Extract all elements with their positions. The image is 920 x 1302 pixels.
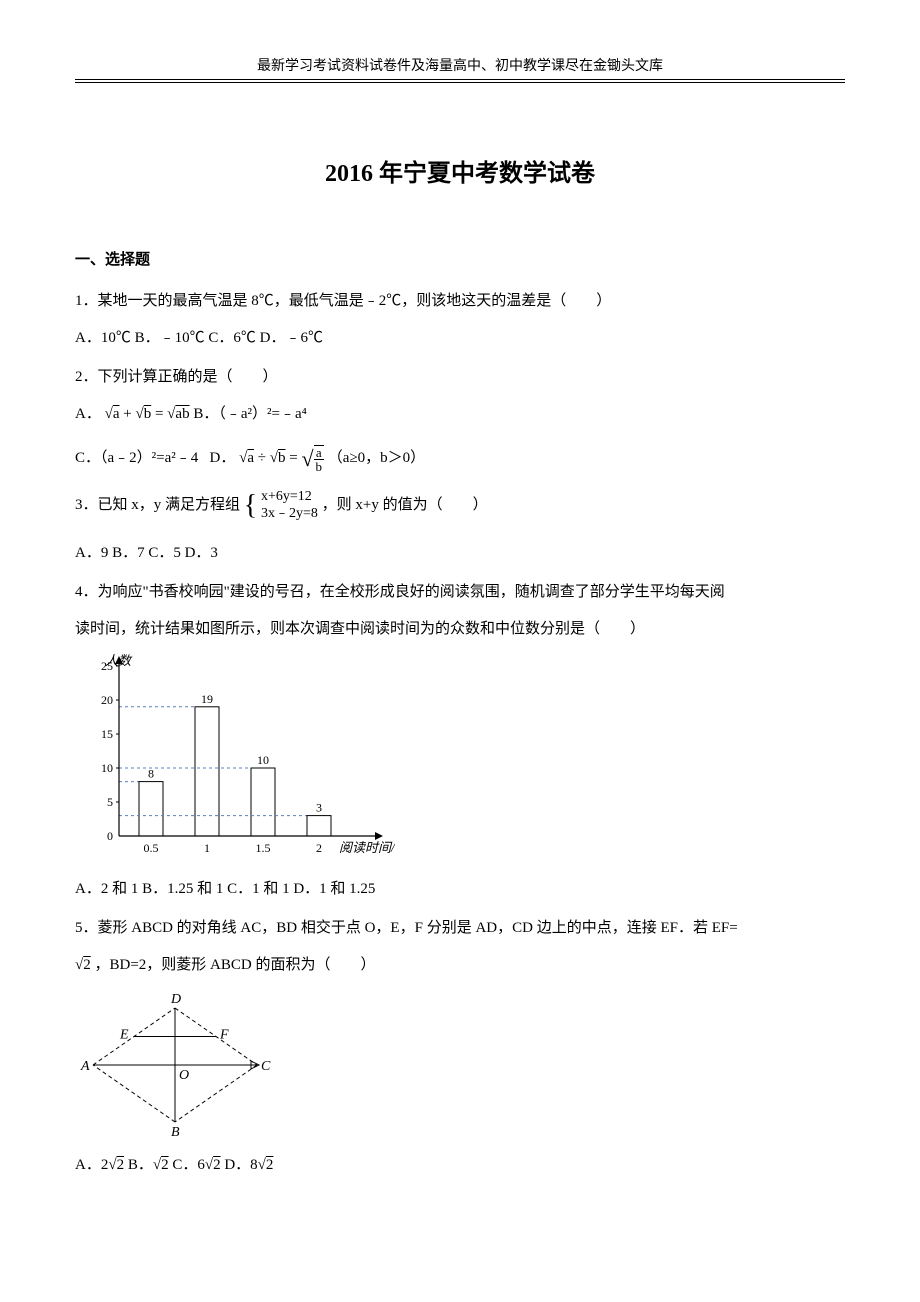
q1-options: A．10℃ B．﹣10℃ C．6℃ D．﹣6℃ <box>75 322 845 355</box>
sqrt-icon: √ <box>270 450 278 466</box>
q5-options: A．2√2 B．√2 C．6√2 D．8√2 <box>75 1149 845 1182</box>
header-rule-2 <box>75 82 845 83</box>
svg-text:E: E <box>119 1027 129 1042</box>
q2-a-rad1: a <box>113 406 120 422</box>
rhombus-svg: A C D B E F O <box>75 990 275 1140</box>
q5-d-sqrt: 2 <box>266 1157 274 1173</box>
question-4: 4．为响应"书香校响园"建设的号召，在全校形成良好的阅读氛围，随机调查了部分学生… <box>75 576 845 646</box>
svg-text:0.5: 0.5 <box>144 841 159 855</box>
q5-line2-post: ，BD=2，则菱形 ABCD 的面积为（ ） <box>94 957 375 973</box>
q2-d-rad1: a <box>247 450 254 466</box>
svg-text:25: 25 <box>101 659 113 673</box>
q3-pre: 3．已知 x，y 满足方程组 <box>75 498 240 514</box>
q4-line2: 读时间，统计结果如图所示，则本次调查中阅读时间为的众数和中位数分别是（ ） <box>75 613 845 646</box>
q3-options: A．9 B．7 C．5 D．3 <box>75 537 845 570</box>
bar-chart: 人数051015202580.5191101.532阅读时间/小时 <box>75 652 845 867</box>
svg-text:C: C <box>261 1059 271 1074</box>
q5-line2: √2 ，BD=2，则菱形 ABCD 的面积为（ ） <box>75 949 845 982</box>
q2-line-ab: A． √a + √b = √ab B．（﹣a²）²=﹣a⁴ <box>75 398 845 431</box>
q3-eq2: 3x﹣2y=8 <box>261 506 318 523</box>
svg-text:A: A <box>80 1059 90 1074</box>
q5-sqrt: 2 <box>83 957 91 973</box>
svg-text:O: O <box>179 1068 189 1083</box>
svg-text:10: 10 <box>101 761 113 775</box>
svg-text:19: 19 <box>201 692 213 706</box>
q2-a-rad2: b <box>144 406 152 422</box>
q3-eq1: x+6y=12 <box>261 489 318 506</box>
q2-opt-a-pre: A． <box>75 406 101 422</box>
q1-opt-d: D．﹣6℃ <box>260 330 323 346</box>
q5-c-pre: C．6 <box>172 1157 205 1173</box>
header-rule-1 <box>75 79 845 80</box>
svg-text:D: D <box>170 992 181 1007</box>
brace-icon: { <box>244 492 257 520</box>
q4-line1: 4．为响应"书香校响园"建设的号召，在全校形成良好的阅读氛围，随机调查了部分学生… <box>75 576 845 609</box>
q2-d-cond: （a≥0，b＞0） <box>328 450 425 466</box>
sqrt-icon: √ <box>153 1157 161 1173</box>
question-1: 1．某地一天的最高气温是 8℃，最低气温是﹣2℃，则该地这天的温差是（ ） A．… <box>75 285 845 355</box>
question-5: 5．菱形 ABCD 的对角线 AC，BD 相交于点 O，E，F 分别是 AD，C… <box>75 912 845 982</box>
sqrt-icon: √ <box>258 1157 266 1173</box>
q5-line1: 5．菱形 ABCD 的对角线 AC，BD 相交于点 O，E，F 分别是 AD，C… <box>75 912 845 945</box>
chart-svg: 人数051015202580.5191101.532阅读时间/小时 <box>75 652 395 862</box>
sqrt-icon: √ <box>135 406 143 422</box>
svg-text:20: 20 <box>101 693 113 707</box>
sqrt-icon: √ <box>105 406 113 422</box>
svg-text:阅读时间/小时: 阅读时间/小时 <box>339 840 395 855</box>
q2-a-rad3: ab <box>175 406 189 422</box>
sqrt-icon: √ <box>75 957 83 973</box>
q5-d-pre: D．8 <box>224 1157 257 1173</box>
sqrt-icon: √ <box>301 446 313 471</box>
sqrt-icon: √ <box>205 1157 213 1173</box>
page-header: 最新学习考试资料试卷件及海量高中、初中教学课尽在金锄头文库 <box>75 55 845 79</box>
q2-d-eq: = <box>289 450 297 466</box>
q2-d-den: b <box>314 460 325 473</box>
q2-d-num: a <box>314 446 325 460</box>
q2-d-frac: a b <box>314 445 325 473</box>
svg-text:8: 8 <box>148 767 154 781</box>
q3-post: ，则 x+y 的值为（ ） <box>322 498 488 514</box>
q3-system: x+6y=12 3x﹣2y=8 <box>261 489 318 523</box>
q4-options: A．2 和 1 B．1.25 和 1 C．1 和 1 D．1 和 1.25 <box>75 873 845 906</box>
q2-a-eq: = <box>155 406 163 422</box>
q5-b-pre: B． <box>128 1157 153 1173</box>
q2-opt-b: B．（﹣a²）²=﹣a⁴ <box>193 406 307 422</box>
question-2: 2．下列计算正确的是（ ） A． √a + √b = √ab B．（﹣a²）²=… <box>75 361 845 483</box>
q2-d-div: ÷ <box>258 450 266 466</box>
svg-text:3: 3 <box>316 801 322 815</box>
section-heading: 一、选择题 <box>75 248 845 269</box>
rhombus-figure: A C D B E F O <box>75 990 845 1145</box>
svg-text:0: 0 <box>107 829 113 843</box>
exam-title: 2016 年宁夏中考数学试卷 <box>75 153 845 188</box>
q2-line-cd: C．（a﹣2）²=a²﹣4 D． √a ÷ √b = √ a b （a≥0，b＞… <box>75 435 845 483</box>
q1-opt-b: B．﹣10℃ <box>135 330 205 346</box>
svg-text:B: B <box>171 1125 180 1140</box>
q2-opt-d-pre: D． <box>210 450 236 466</box>
svg-text:5: 5 <box>107 795 113 809</box>
q1-opt-c: C．6℃ <box>208 330 256 346</box>
q5-b-sqrt: 2 <box>161 1157 169 1173</box>
sqrt-icon: √ <box>108 1157 116 1173</box>
q2-d-rad2: b <box>278 450 286 466</box>
svg-text:15: 15 <box>101 727 113 741</box>
q5-c-sqrt: 2 <box>213 1157 221 1173</box>
q5-a-sqrt: 2 <box>117 1157 125 1173</box>
q1-text: 1．某地一天的最高气温是 8℃，最低气温是﹣2℃，则该地这天的温差是（ ） <box>75 285 845 318</box>
svg-text:2: 2 <box>316 841 322 855</box>
q5-a-pre: A．2 <box>75 1157 108 1173</box>
svg-text:1.5: 1.5 <box>256 841 271 855</box>
question-3: 3．已知 x，y 满足方程组 { x+6y=12 3x﹣2y=8 ，则 x+y … <box>75 489 845 570</box>
svg-text:F: F <box>219 1027 229 1042</box>
exam-page: 最新学习考试资料试卷件及海量高中、初中教学课尽在金锄头文库 2016 年宁夏中考… <box>0 0 920 1228</box>
q1-opt-a: A．10℃ <box>75 330 131 346</box>
q2-text: 2．下列计算正确的是（ ） <box>75 361 845 394</box>
q2-a-plus: + <box>123 406 131 422</box>
q3-line: 3．已知 x，y 满足方程组 { x+6y=12 3x﹣2y=8 ，则 x+y … <box>75 489 845 523</box>
svg-text:10: 10 <box>257 753 269 767</box>
q2-opt-c: C．（a﹣2）²=a²﹣4 <box>75 450 198 466</box>
svg-text:1: 1 <box>204 841 210 855</box>
